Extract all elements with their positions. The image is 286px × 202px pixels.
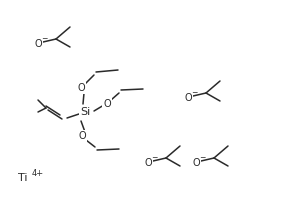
Text: O: O	[34, 39, 42, 49]
Text: 4+: 4+	[32, 168, 44, 178]
Text: O: O	[78, 131, 86, 141]
Text: O: O	[192, 158, 200, 168]
Text: O: O	[144, 158, 152, 168]
Text: O: O	[103, 99, 111, 109]
Text: −: −	[41, 35, 47, 43]
Text: O: O	[184, 93, 192, 103]
Text: −: −	[151, 154, 157, 162]
Text: −: −	[191, 88, 197, 98]
Text: −: −	[199, 154, 205, 162]
Text: Ti: Ti	[18, 173, 27, 183]
Text: Si: Si	[80, 107, 90, 117]
Text: O: O	[77, 83, 85, 93]
